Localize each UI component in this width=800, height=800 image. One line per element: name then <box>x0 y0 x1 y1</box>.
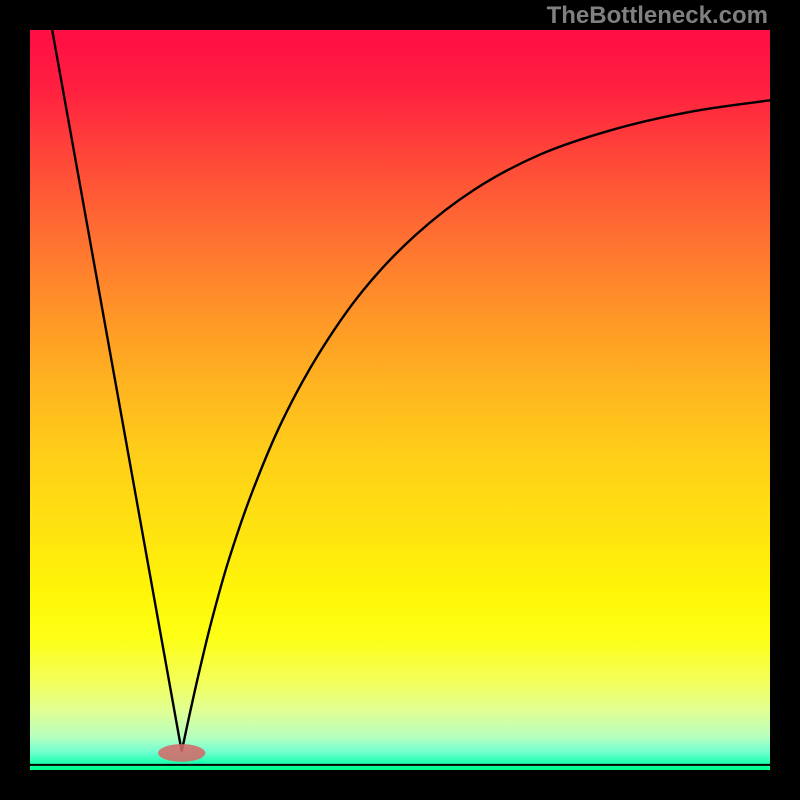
chart-svg <box>30 30 770 770</box>
watermark-text: TheBottleneck.com <box>547 2 768 30</box>
vertex-marker <box>158 744 205 762</box>
chart-outer-frame: TheBottleneck.com <box>0 0 800 800</box>
chart-background <box>30 30 770 770</box>
chart-plot-area <box>30 30 770 770</box>
